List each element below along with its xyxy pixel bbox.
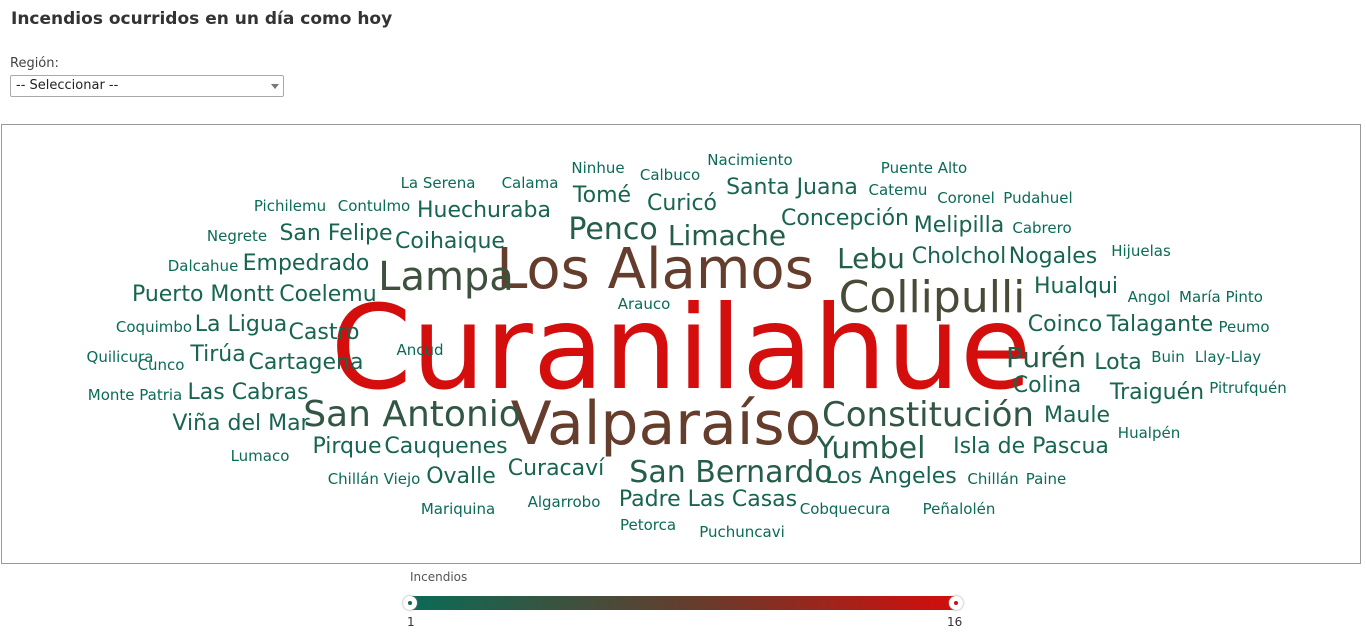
legend-min-handle[interactable] <box>403 596 417 610</box>
legend-title: Incendios <box>410 570 468 584</box>
cloud-word[interactable]: Limache <box>668 219 786 252</box>
cloud-word[interactable]: Peñalolén <box>923 500 996 518</box>
cloud-word[interactable]: Los Alamos <box>496 237 814 302</box>
cloud-word[interactable]: Colina <box>1013 373 1081 398</box>
cloud-word[interactable]: Nogales <box>1009 244 1097 269</box>
cloud-word[interactable]: Coronel <box>937 189 995 207</box>
cloud-word[interactable]: Traiguén <box>1109 380 1204 405</box>
cloud-word[interactable]: Coihaique <box>395 229 505 254</box>
cloud-word[interactable]: Puchuncavi <box>699 523 785 541</box>
chevron-down-icon <box>271 84 279 89</box>
cloud-word[interactable]: Coquimbo <box>116 318 192 336</box>
cloud-word[interactable]: Buin <box>1151 348 1184 366</box>
cloud-word[interactable]: María Pinto <box>1179 288 1263 306</box>
cloud-word[interactable]: Pirque <box>313 434 382 459</box>
cloud-word[interactable]: Catemu <box>869 181 928 199</box>
cloud-word[interactable]: Cobquecura <box>800 500 891 518</box>
cloud-word[interactable]: Quilicura <box>87 348 154 366</box>
cloud-word[interactable]: Coinco <box>1028 312 1102 337</box>
page-title: Incendios ocurridos en un día como hoy <box>11 9 393 29</box>
cloud-word[interactable]: Curanilahue <box>331 281 1032 416</box>
cloud-word[interactable]: Cauquenes <box>384 434 507 459</box>
region-select[interactable]: -- Seleccionar -- <box>10 75 284 97</box>
cloud-word[interactable]: Chillán Viejo <box>328 470 421 488</box>
cloud-word[interactable]: Llay-Llay <box>1195 348 1261 366</box>
cloud-word[interactable]: Calbuco <box>640 166 700 184</box>
cloud-word[interactable]: Constitución <box>822 395 1034 435</box>
cloud-word[interactable]: Petorca <box>620 516 676 534</box>
cloud-word[interactable]: Monte Patria <box>88 386 182 404</box>
cloud-word[interactable]: Hualqui <box>1034 274 1118 299</box>
cloud-word[interactable]: Ovalle <box>426 464 496 489</box>
cloud-word[interactable]: Chillán <box>967 470 1018 488</box>
cloud-word[interactable]: Angol <box>1128 288 1171 306</box>
cloud-word[interactable]: Cholchol <box>912 244 1007 269</box>
cloud-word[interactable]: Las Cabras <box>188 380 309 405</box>
cloud-word[interactable]: Cunco <box>138 356 185 374</box>
cloud-word[interactable]: Mariquina <box>421 500 495 518</box>
cloud-word[interactable]: La Serena <box>401 174 476 192</box>
cloud-word[interactable]: Penco <box>568 212 657 247</box>
cloud-word[interactable]: Pitrufquén <box>1209 379 1286 397</box>
cloud-word[interactable]: Cartagena <box>249 350 364 375</box>
cloud-word[interactable]: Peumo <box>1218 318 1269 336</box>
cloud-word[interactable]: Purén <box>1006 341 1086 374</box>
cloud-word[interactable]: Curacaví <box>508 456 605 481</box>
region-select-value: -- Seleccionar -- <box>16 78 119 93</box>
word-cloud-panel: Curanilahue Los Alamos Valparaíso Collipull… <box>1 124 1361 564</box>
cloud-word[interactable]: Santa Juana <box>726 175 858 200</box>
legend-max-label: 16 <box>947 615 963 629</box>
cloud-word[interactable]: Cabrero <box>1012 219 1071 237</box>
legend-max-handle[interactable] <box>949 596 963 610</box>
cloud-word[interactable]: Tirúa <box>189 342 245 367</box>
cloud-word[interactable]: Padre Las Casas <box>619 487 797 512</box>
cloud-word[interactable]: Lumaco <box>231 447 290 465</box>
cloud-word[interactable]: Arauco <box>618 295 671 313</box>
cloud-word[interactable]: San Antonio <box>303 394 521 435</box>
cloud-word[interactable]: Valparaíso <box>511 389 822 459</box>
cloud-word[interactable]: Concepción <box>781 206 909 231</box>
cloud-word[interactable]: Tomé <box>572 183 631 208</box>
cloud-word[interactable]: Viña del Mar <box>172 411 310 436</box>
cloud-word[interactable]: Puente Alto <box>881 159 967 177</box>
cloud-word[interactable]: Puerto Montt <box>132 282 274 307</box>
cloud-word[interactable]: Los Angeles <box>825 464 956 489</box>
region-label: Región: <box>10 56 59 71</box>
cloud-word[interactable]: Maule <box>1044 403 1110 428</box>
legend-min-label: 1 <box>407 615 415 629</box>
cloud-word[interactable]: Lampa <box>378 254 514 300</box>
cloud-word[interactable]: Calama <box>502 174 559 192</box>
cloud-word[interactable]: La Ligua <box>195 312 288 337</box>
cloud-word[interactable]: Lota <box>1094 350 1141 375</box>
cloud-word[interactable]: San Bernardo <box>629 455 832 490</box>
legend-gradient-bar <box>410 596 956 610</box>
cloud-word[interactable]: Talagante <box>1106 312 1213 337</box>
cloud-word[interactable]: Hualpén <box>1118 424 1180 442</box>
cloud-word[interactable]: Pudahuel <box>1003 189 1072 207</box>
cloud-word[interactable]: Huechuraba <box>417 198 551 223</box>
cloud-word[interactable]: Algarrobo <box>528 493 601 511</box>
cloud-word[interactable]: Curicó <box>647 191 717 216</box>
cloud-word[interactable]: Coelemu <box>279 282 376 307</box>
cloud-word[interactable]: Ninhue <box>571 159 624 177</box>
cloud-word[interactable]: Yumbel <box>816 431 926 466</box>
cloud-word[interactable]: Isla de Pascua <box>953 434 1109 459</box>
cloud-word[interactable]: Nacimiento <box>707 151 792 169</box>
cloud-word[interactable]: Pichilemu <box>254 197 326 215</box>
cloud-word[interactable]: Castro <box>289 320 360 345</box>
cloud-word[interactable]: Lebu <box>837 242 905 275</box>
cloud-word[interactable]: Melipilla <box>914 213 1005 238</box>
cloud-word[interactable]: Contulmo <box>338 197 411 215</box>
cloud-word[interactable]: San Felipe <box>279 221 392 246</box>
cloud-word[interactable]: Paine <box>1026 470 1066 488</box>
cloud-word[interactable]: Ancud <box>396 341 443 359</box>
cloud-word[interactable]: Dalcahue <box>168 257 239 275</box>
cloud-word[interactable]: Empedrado <box>243 251 370 276</box>
cloud-word[interactable]: Negrete <box>207 227 267 245</box>
cloud-word[interactable]: Collipulli <box>839 272 1026 323</box>
cloud-word[interactable]: Hijuelas <box>1111 242 1171 260</box>
